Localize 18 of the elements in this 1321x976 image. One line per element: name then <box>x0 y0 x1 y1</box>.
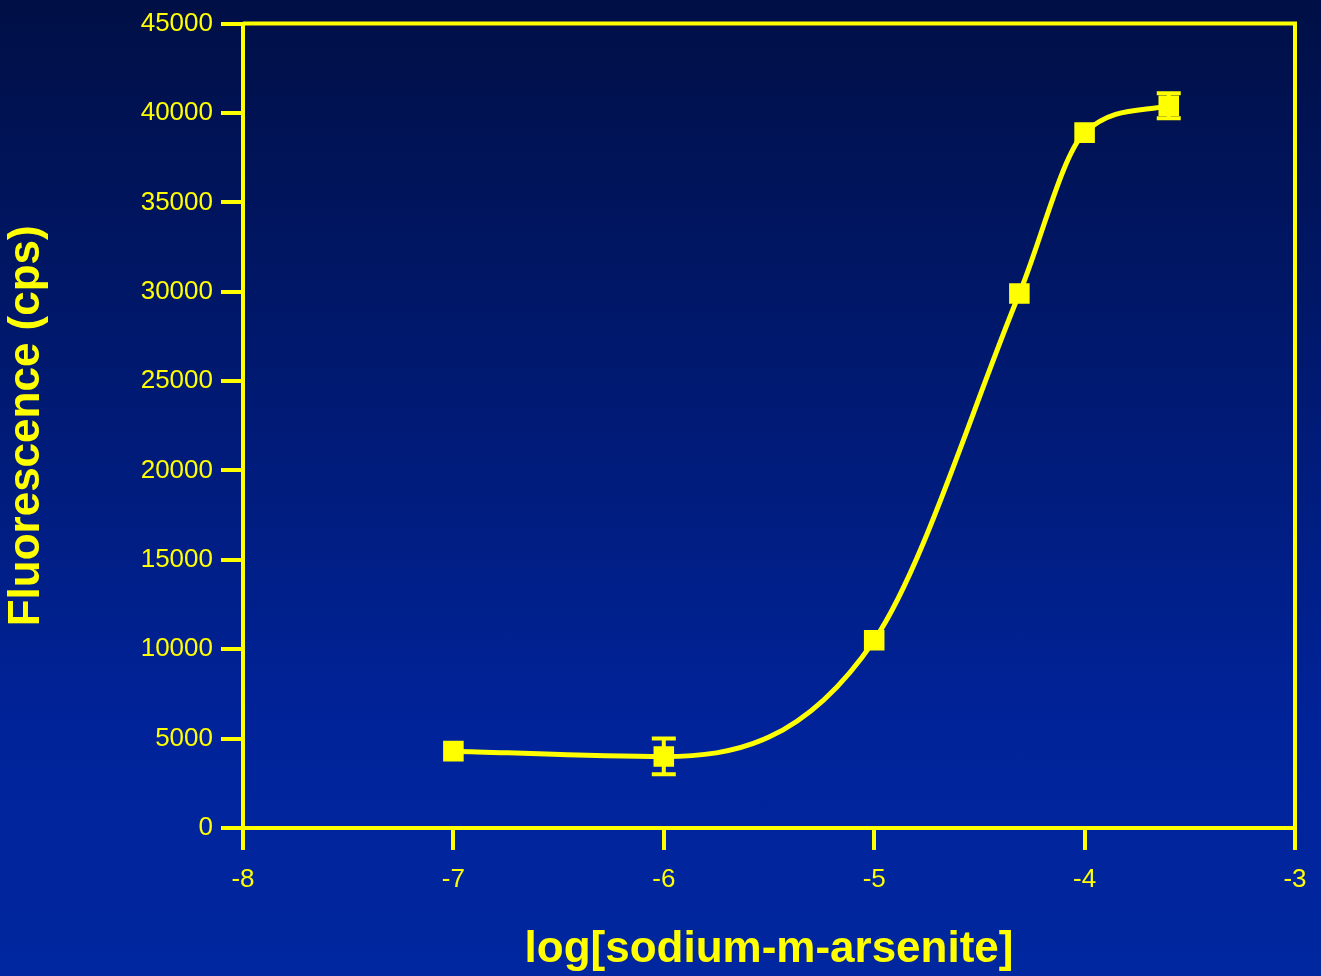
x-tick-label: -3 <box>1283 862 1307 893</box>
y-tick-label: 25000 <box>140 364 213 395</box>
y-tick-label: 35000 <box>140 185 213 216</box>
x-tick-label: -7 <box>441 862 465 893</box>
y-tick-label: 40000 <box>140 96 213 127</box>
x-tick-label: -5 <box>862 862 886 893</box>
y-tick-label: 45000 <box>140 6 213 37</box>
y-tick-label: 30000 <box>140 274 213 305</box>
x-tick-label: -6 <box>652 862 676 893</box>
y-tick-label: 10000 <box>140 632 213 663</box>
y-axis-title: Fluorescence (cps) <box>0 225 48 627</box>
y-tick-label: 15000 <box>140 543 213 574</box>
y-tick-label: 5000 <box>155 721 213 752</box>
y-tick-label: 20000 <box>140 453 213 484</box>
x-tick-label: -8 <box>231 862 255 893</box>
x-axis-title: log[sodium-m-arsenite] <box>524 921 1014 971</box>
x-tick-label: -4 <box>1073 862 1097 893</box>
y-tick-label: 0 <box>198 811 213 842</box>
